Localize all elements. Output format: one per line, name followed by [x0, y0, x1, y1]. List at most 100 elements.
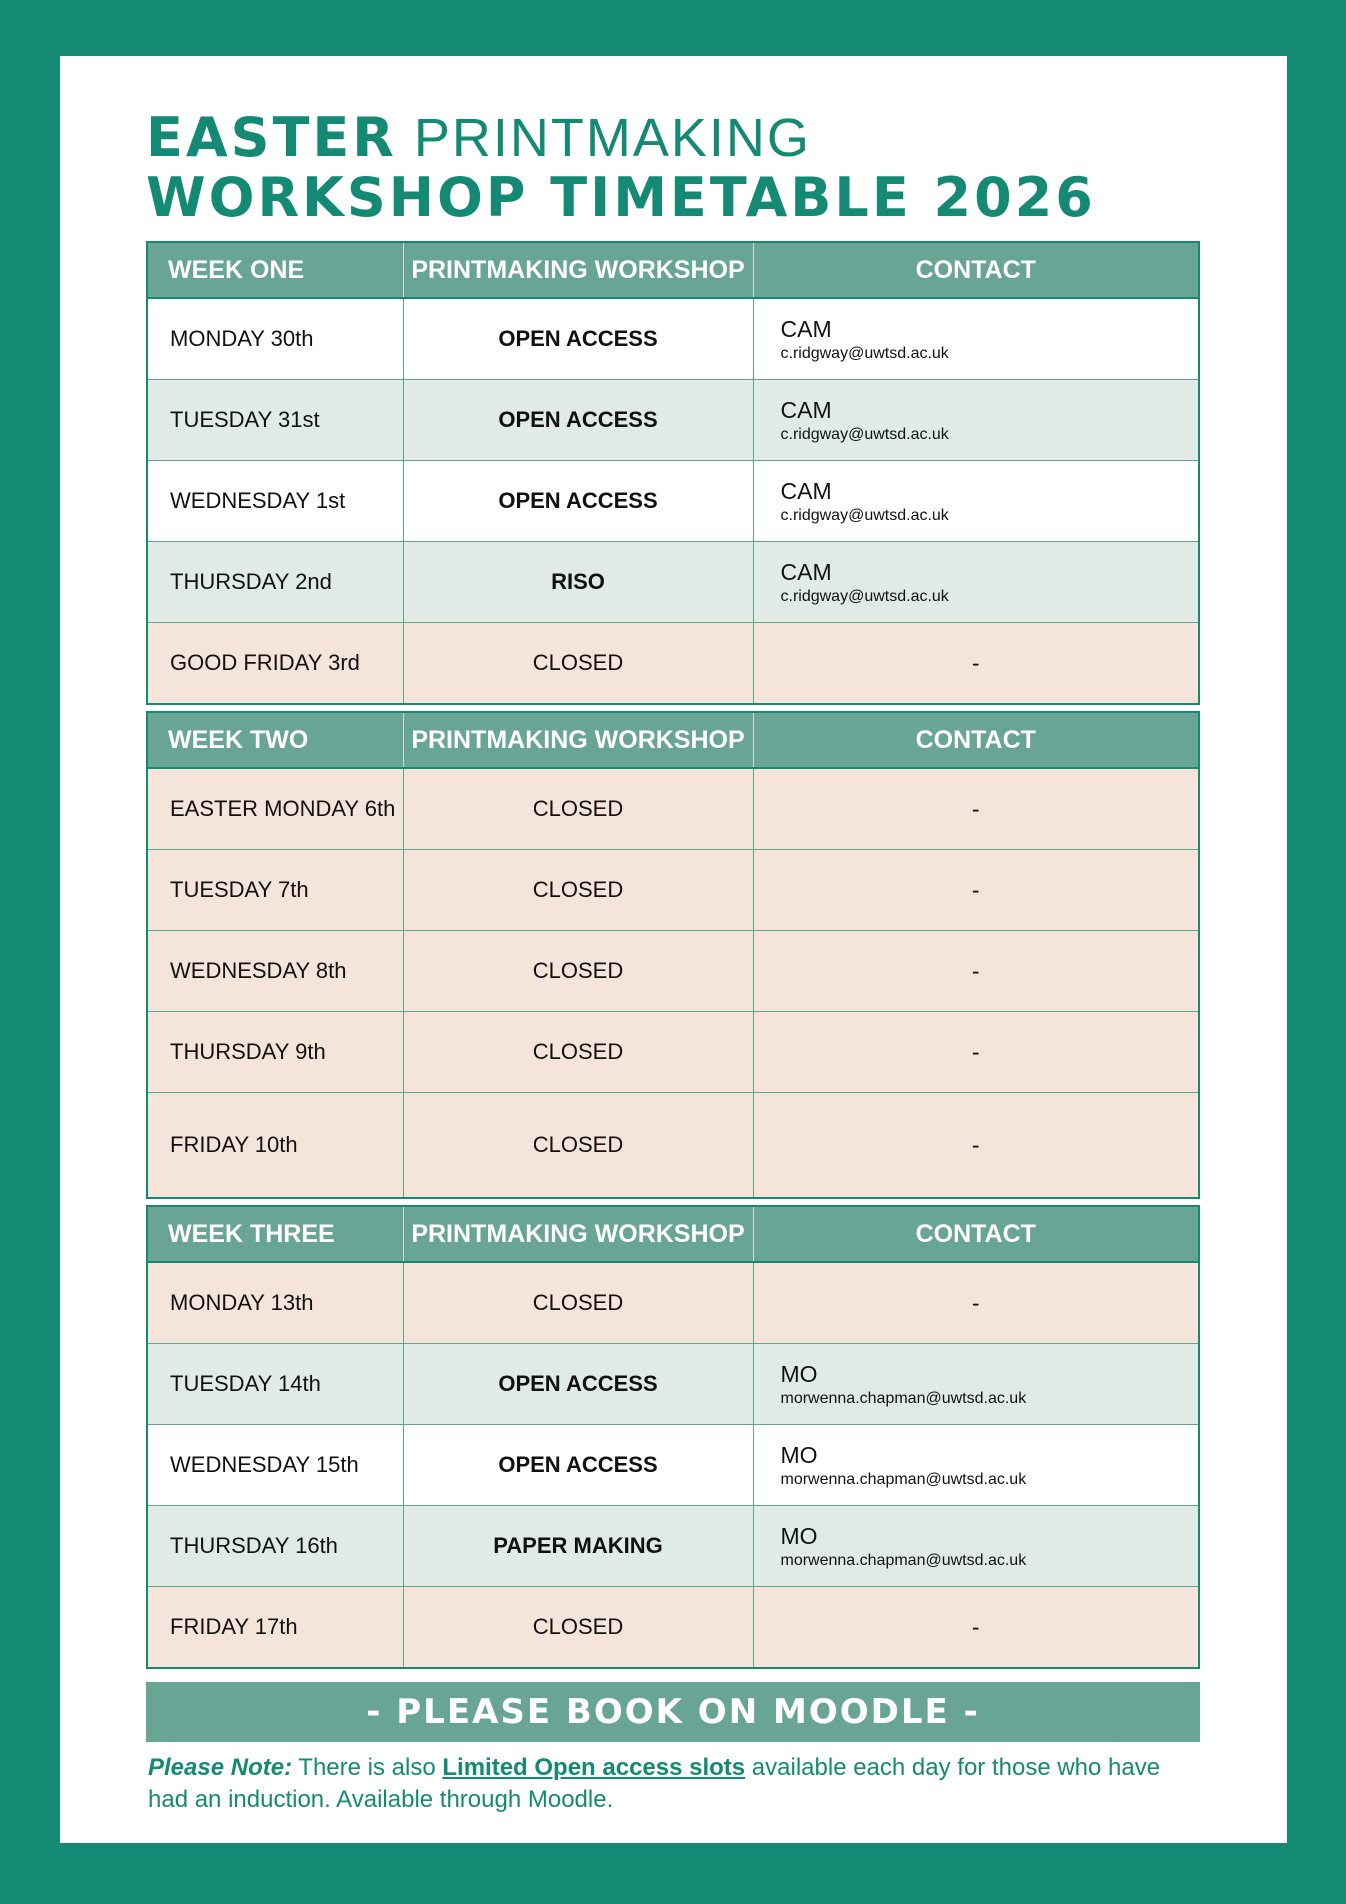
table-row: THURSDAY 9th CLOSED -	[148, 1011, 1198, 1093]
day-cell: MONDAY 13th	[148, 1262, 404, 1344]
day-cell: WEDNESDAY 1st	[148, 460, 404, 542]
contact-name: CAM	[780, 396, 832, 423]
column-header-day: WEEK TWO	[148, 713, 404, 769]
workshop-cell: RISO	[403, 541, 754, 623]
table-row: WEDNESDAY 8th CLOSED -	[148, 930, 1198, 1012]
contact-email[interactable]: c.ridgway@uwtsd.ac.uk	[780, 506, 949, 524]
header-row: WEEK TWO PRINTMAKING WORKSHOP CONTACT	[148, 713, 1198, 769]
day-cell: TUESDAY 31st	[148, 379, 404, 461]
contact-cell: -	[753, 1011, 1198, 1093]
header-row: WEEK ONE PRINTMAKING WORKSHOP CONTACT	[148, 243, 1198, 299]
workshop-cell: OPEN ACCESS	[403, 1424, 754, 1506]
contact-cell: CAM c.ridgway@uwtsd.ac.uk	[753, 298, 1198, 380]
table-row: TUESDAY 7th CLOSED -	[148, 849, 1198, 931]
contact-name: MO	[780, 1441, 818, 1468]
contact-name: -	[971, 876, 980, 903]
column-header-day: WEEK THREE	[148, 1207, 404, 1263]
workshop-cell: CLOSED	[403, 849, 754, 931]
table-row: MONDAY 30th OPEN ACCESS CAM c.ridgway@uwtsd…	[148, 298, 1198, 380]
day-cell: FRIDAY 10th	[148, 1092, 404, 1197]
contact-name: MO	[780, 1360, 818, 1387]
workshop-cell: OPEN ACCESS	[403, 379, 754, 461]
timetable: WEEK TWO PRINTMAKING WORKSHOP CONTACT EASTE…	[148, 713, 1198, 1197]
week-two-table: WEEK TWO PRINTMAKING WORKSHOP CONTACT EASTE…	[146, 711, 1200, 1199]
header-row: WEEK THREE PRINTMAKING WORKSHOP CONTACT	[148, 1207, 1198, 1263]
workshop-cell: CLOSED	[403, 768, 754, 850]
timetable: WEEK ONE PRINTMAKING WORKSHOP CONTACT MONDA…	[148, 243, 1198, 703]
book-on-moodle-banner: - PLEASE BOOK ON MOODLE -	[146, 1682, 1200, 1742]
day-cell: GOOD FRIDAY 3rd	[148, 622, 404, 703]
day-cell: WEDNESDAY 15th	[148, 1424, 404, 1506]
column-header-workshop: PRINTMAKING WORKSHOP	[403, 243, 754, 299]
contact-cell: -	[753, 622, 1198, 703]
title-easter: EASTER	[146, 106, 397, 169]
day-cell: MONDAY 30th	[148, 298, 404, 380]
contact-email[interactable]: morwenna.chapman@uwtsd.ac.uk	[780, 1389, 1027, 1407]
column-header-contact: CONTACT	[753, 1207, 1198, 1263]
contact-name: -	[971, 649, 980, 676]
contact-cell: MO morwenna.chapman@uwtsd.ac.uk	[753, 1424, 1198, 1506]
day-cell: THURSDAY 16th	[148, 1505, 404, 1587]
contact-email[interactable]: c.ridgway@uwtsd.ac.uk	[780, 425, 949, 443]
table-row: TUESDAY 31st OPEN ACCESS CAM c.ridgway@uwts…	[148, 379, 1198, 461]
contact-email[interactable]: c.ridgway@uwtsd.ac.uk	[780, 587, 949, 605]
table-row: GOOD FRIDAY 3rd CLOSED -	[148, 622, 1198, 703]
limited-open-access-link[interactable]: Limited Open access slots	[442, 1754, 746, 1781]
contact-name: CAM	[780, 558, 832, 585]
timetable: WEEK THREE PRINTMAKING WORKSHOP CONTACT MON…	[148, 1207, 1198, 1667]
contact-cell: CAM c.ridgway@uwtsd.ac.uk	[753, 541, 1198, 623]
note-text: Please Note: There is also Limited Open …	[148, 1752, 1188, 1816]
day-cell: THURSDAY 9th	[148, 1011, 404, 1093]
workshop-cell: CLOSED	[403, 622, 754, 703]
workshop-cell: CLOSED	[403, 930, 754, 1012]
contact-cell: -	[753, 930, 1198, 1012]
contact-cell: -	[753, 1092, 1198, 1197]
contact-name: -	[971, 1131, 980, 1158]
table-row: TUESDAY 14th OPEN ACCESS MO morwenna.chapma…	[148, 1343, 1198, 1425]
workshop-cell: CLOSED	[403, 1092, 754, 1197]
contact-cell: CAM c.ridgway@uwtsd.ac.uk	[753, 460, 1198, 542]
contact-email[interactable]: morwenna.chapman@uwtsd.ac.uk	[780, 1470, 1027, 1488]
week-one-table: WEEK ONE PRINTMAKING WORKSHOP CONTACT MONDA…	[146, 241, 1200, 705]
contact-email[interactable]: c.ridgway@uwtsd.ac.uk	[780, 344, 949, 362]
note-pre: There is also	[292, 1754, 443, 1781]
column-header-day: WEEK ONE	[148, 243, 404, 299]
page-title: EASTER PRINTMAKING WORKSHOP TIMETABLE 20…	[146, 108, 1096, 228]
day-cell: EASTER MONDAY 6th	[148, 768, 404, 850]
workshop-cell: CLOSED	[403, 1262, 754, 1344]
day-cell: TUESDAY 14th	[148, 1343, 404, 1425]
contact-name: -	[971, 795, 980, 822]
workshop-cell: OPEN ACCESS	[403, 1343, 754, 1425]
title-printmaking: PRINTMAKING	[413, 108, 811, 168]
table-row: FRIDAY 17th CLOSED -	[148, 1586, 1198, 1667]
contact-cell: -	[753, 849, 1198, 931]
column-header-contact: CONTACT	[753, 243, 1198, 299]
contact-name: -	[971, 957, 980, 984]
column-header-contact: CONTACT	[753, 713, 1198, 769]
contact-email[interactable]: morwenna.chapman@uwtsd.ac.uk	[780, 1551, 1027, 1569]
contact-name: -	[971, 1613, 980, 1640]
table-row: THURSDAY 2nd RISO CAM c.ridgway@uwtsd.ac.uk	[148, 541, 1198, 623]
table-row: FRIDAY 10th CLOSED -	[148, 1092, 1198, 1197]
table-row: WEDNESDAY 15th OPEN ACCESS MO morwenna.chap…	[148, 1424, 1198, 1506]
contact-cell: MO morwenna.chapman@uwtsd.ac.uk	[753, 1505, 1198, 1587]
contact-name: -	[971, 1038, 980, 1065]
week-three-table: WEEK THREE PRINTMAKING WORKSHOP CONTACT MON…	[146, 1205, 1200, 1669]
table-row: EASTER MONDAY 6th CLOSED -	[148, 768, 1198, 850]
contact-cell: -	[753, 1262, 1198, 1344]
workshop-cell: OPEN ACCESS	[403, 460, 754, 542]
day-cell: WEDNESDAY 8th	[148, 930, 404, 1012]
contact-cell: MO morwenna.chapman@uwtsd.ac.uk	[753, 1343, 1198, 1425]
note-label: Please Note:	[148, 1754, 293, 1781]
day-cell: TUESDAY 7th	[148, 849, 404, 931]
workshop-cell: CLOSED	[403, 1586, 754, 1667]
contact-name: -	[971, 1289, 980, 1316]
contact-name: CAM	[780, 477, 832, 504]
table-row: WEDNESDAY 1st OPEN ACCESS CAM c.ridgway@uwt…	[148, 460, 1198, 542]
workshop-cell: OPEN ACCESS	[403, 298, 754, 380]
day-cell: FRIDAY 17th	[148, 1586, 404, 1667]
table-row: MONDAY 13th CLOSED -	[148, 1262, 1198, 1344]
workshop-cell: CLOSED	[403, 1011, 754, 1093]
contact-name: CAM	[780, 315, 832, 342]
contact-name: MO	[780, 1522, 818, 1549]
